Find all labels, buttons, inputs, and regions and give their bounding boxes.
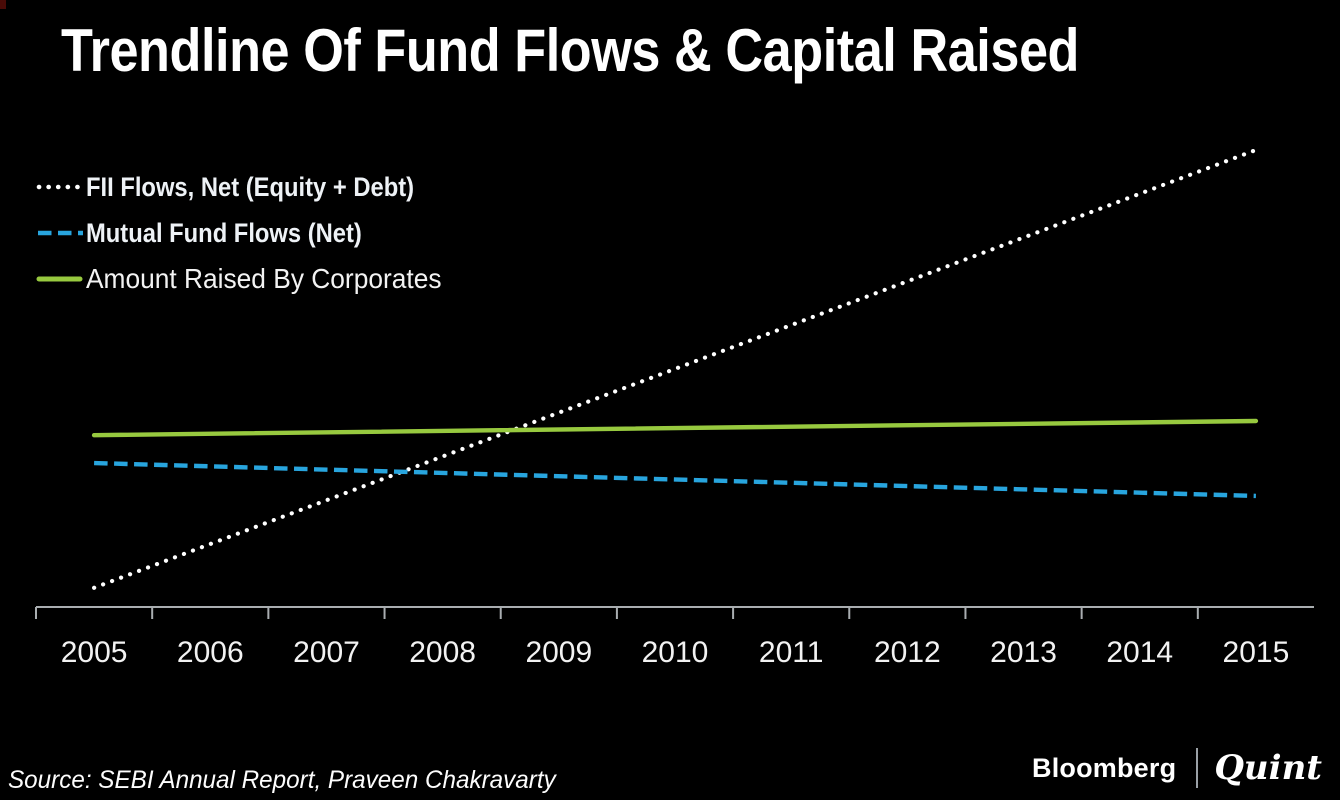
x-axis-label: 2008 [409, 636, 476, 669]
solid-line-swatch-icon [36, 273, 84, 285]
trendline-solid [91, 418, 1259, 438]
x-axis-label: 2011 [759, 636, 824, 669]
x-axis-label: 2014 [1106, 636, 1173, 669]
x-axis-label: 2015 [1223, 636, 1290, 669]
legend-label-fii-flows: FII Flows, Net (Equity + Debt) [86, 171, 415, 202]
dashed-line-swatch-icon [36, 227, 84, 239]
x-axis-label: 2012 [874, 636, 941, 669]
quint-wordmark: Quint [1214, 748, 1322, 788]
x-axis-label: 2009 [525, 636, 592, 669]
legend-item-fii-flows: FII Flows, Net (Equity + Debt) [36, 164, 464, 210]
bloomberg-quint-logo: Bloomberg Quint [1032, 748, 1322, 788]
x-axis-label: 2005 [61, 636, 128, 669]
legend-item-amount-raised: Amount Raised By Corporates [36, 256, 464, 302]
trendline-dotted [91, 147, 1259, 590]
x-axis-label: 2010 [642, 636, 709, 669]
trendline-dashed [94, 460, 1256, 499]
chart-legend: FII Flows, Net (Equity + Debt) Mutual Fu… [36, 164, 464, 302]
chart-title: Trendline Of Fund Flows & Capital Raised [61, 17, 1080, 84]
x-axis-label: 2013 [990, 636, 1057, 669]
bloomberg-wordmark: Bloomberg [1032, 752, 1177, 783]
legend-label-mutual-fund-flows: Mutual Fund Flows (Net) [86, 217, 362, 248]
legend-label-amount-raised: Amount Raised By Corporates [86, 263, 442, 294]
x-axis-label: 2007 [293, 636, 360, 669]
source-credit: Source: SEBI Annual Report, Praveen Chak… [8, 766, 556, 794]
corner-artifact [0, 0, 6, 9]
x-axis-label: 2006 [177, 636, 244, 669]
logo-divider [1196, 748, 1199, 788]
dotted-line-swatch-icon [36, 181, 84, 193]
legend-item-mutual-fund-flows: Mutual Fund Flows (Net) [36, 210, 464, 256]
